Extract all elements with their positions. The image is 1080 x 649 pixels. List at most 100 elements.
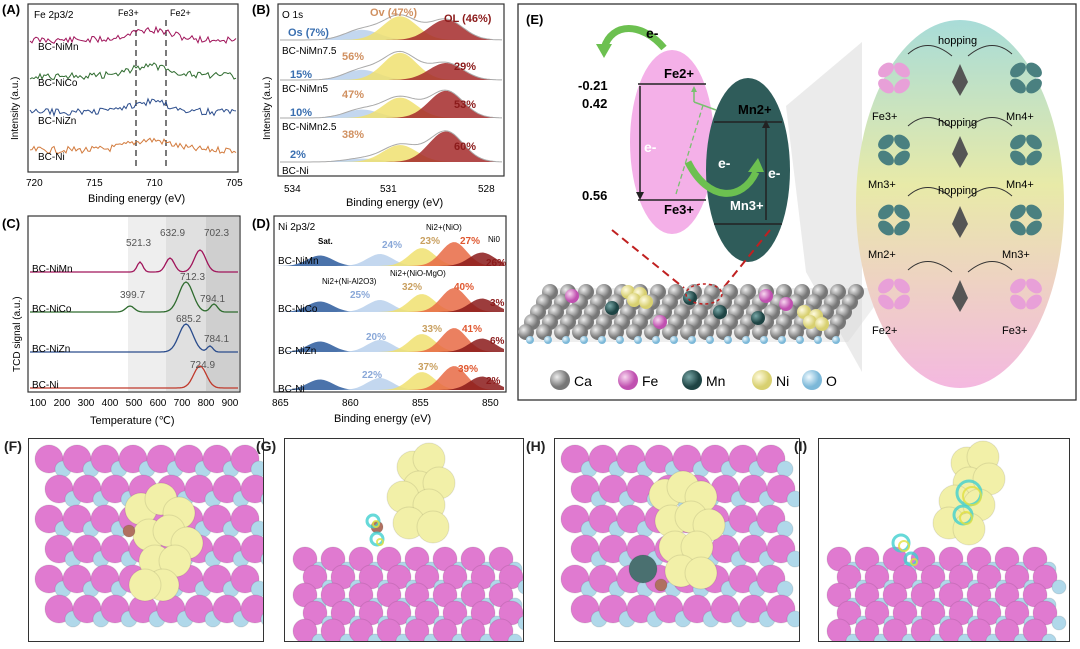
b-envelope-2 [280, 89, 503, 119]
slab-fe-atom [240, 474, 263, 504]
c-peak-1-1: 712.3 [180, 272, 205, 283]
b-peak-fit-0 [280, 16, 502, 40]
e-electron-0: e- [646, 25, 659, 41]
b-peak-fit-3 [280, 131, 502, 162]
c-xtick-6: 700 [174, 398, 191, 409]
charge-density-cyan [903, 551, 919, 567]
level-fe3: Fe3+ [664, 202, 694, 217]
d-row-d-0: 26% [486, 258, 506, 269]
charge-density-yellow [959, 511, 973, 525]
slab-o-atom [562, 336, 570, 344]
slab-o-atom [517, 615, 523, 631]
b-envelope-3 [280, 130, 503, 163]
charge-density-yellow [962, 486, 982, 506]
d-peak-fit-2-1 [276, 340, 504, 352]
e-electron-3: e- [768, 165, 781, 181]
orbital-left-icon [878, 134, 894, 150]
c-peak-1-0: 399.7 [120, 290, 145, 301]
orbital-right-icon [1026, 134, 1042, 150]
slab-o-atom [832, 336, 840, 344]
a-xlabel: Binding energy (eV) [88, 193, 185, 205]
panel-c-label: (C) [2, 216, 20, 231]
d-xtick-0: 865 [272, 398, 289, 409]
c-xtick-2: 300 [78, 398, 95, 409]
panel-c-tpr-curves [30, 249, 238, 389]
d-peak-fit-1-0 [276, 301, 504, 312]
d-peak-fit-1-4 [276, 298, 504, 312]
d-peak-fit-2-3 [276, 328, 504, 352]
orb-0-r: Mn4+ [1006, 111, 1034, 123]
c-xtick-0: 100 [30, 398, 47, 409]
oxygen-orbital-icon [952, 206, 968, 238]
d-row-a-1: 25% [350, 290, 370, 301]
panel-d-label: (D) [252, 216, 270, 231]
c-xlabel: Temperature (℃) [90, 415, 175, 427]
orbital-left-icon [878, 204, 894, 220]
panel-e: (E) e- e- e- e- -0.21 0.42 0.56 Fe2+ Fe3… [516, 2, 1078, 402]
panel-b-svg: (B) O 1s Os (7%) Ov (47%) OL (46%) BC-Ni… [252, 2, 505, 209]
a-spectrum-1 [29, 62, 237, 80]
c-xtick-5: 600 [150, 398, 167, 409]
orbital-right-icon [1026, 278, 1042, 294]
marker-fe2: Fe2+ [170, 8, 191, 18]
b-row-ov-2: 38% [342, 129, 364, 141]
b-legend-ol: OL (46%) [444, 13, 492, 25]
c-curve-0 [30, 249, 238, 273]
b-xtick-1: 531 [380, 184, 397, 195]
orbital-right-icon [1010, 62, 1026, 78]
d-row-a-0: 24% [382, 240, 402, 251]
b-row-os-0: 15% [290, 69, 312, 81]
slab-o-atom [778, 336, 786, 344]
charge-density-yellow [910, 558, 918, 566]
slab-o-atom [580, 336, 588, 344]
orbital-right-icon [1026, 220, 1042, 236]
panel-e-label: (E) [526, 12, 543, 27]
slab-fe-atom [432, 618, 458, 641]
d-annot-sat: Sat. [318, 237, 333, 246]
hopping-arrow-right [967, 187, 1013, 199]
legend-o: O [826, 373, 837, 389]
c-peak-0-0: 521.3 [126, 238, 151, 249]
slab-o-atom [786, 610, 799, 628]
slab-o-atom [1041, 633, 1057, 641]
b-row-name-3: BC-Ni [282, 166, 309, 177]
c-peak-2-0: 685.2 [176, 314, 201, 325]
b-envelope-0 [280, 14, 503, 41]
c-xticks: 100 200 300 400 500 600 700 800 900 [30, 398, 239, 409]
d-xtick-1: 860 [342, 398, 359, 409]
orbital-left-icon [894, 62, 910, 78]
slab-fe-atom [966, 618, 992, 641]
oxygen-orbital-icon [952, 136, 968, 168]
a-series-label-0: BC-NiMn [38, 42, 79, 53]
slab-o-atom [760, 336, 768, 344]
slab-o-atom [260, 612, 263, 626]
c-series-2: BC-NiZn [32, 344, 70, 355]
b-row-ol-0: 29% [454, 61, 476, 73]
slab-fe-atom [240, 594, 263, 624]
slab-o-atom [786, 550, 799, 568]
slab-o-atom [526, 336, 534, 344]
cluster-ni-atom [952, 512, 986, 546]
d-row-b-1: 32% [402, 282, 422, 293]
orb-1-r: Mn4+ [1006, 179, 1034, 191]
d-row-d-3: 2% [486, 376, 501, 387]
c-xtick-3: 400 [102, 398, 119, 409]
orbital-left-icon [894, 134, 910, 150]
slab-o-atom [517, 579, 523, 595]
orbital-hopping-diagram [878, 45, 1042, 312]
orb-0-l: Fe3+ [872, 111, 897, 123]
b-peak-fit-3 [280, 145, 502, 162]
b-xlabel: Binding energy (eV) [346, 197, 443, 209]
structure-f [34, 444, 263, 628]
energy-2: 0.56 [582, 188, 607, 203]
slab-o-atom [786, 490, 799, 508]
energy-0: -0.21 [578, 78, 608, 93]
d-peak-fit-1-3 [276, 288, 504, 312]
d-peak-fit-0-3 [276, 242, 504, 266]
hopping-arrow-left [907, 117, 953, 129]
d-peak-fit-1-1 [276, 300, 504, 312]
panel-d: (D) Ni 2p3/2 Sat. Ni2+(NiO) Ni0 Ni2+(Ni-… [250, 212, 515, 430]
panel-c: (C) BC-NiMn 521.3 632.9 702.3 BC-NiCo 39… [0, 212, 250, 430]
panel-e-svg: (E) e- e- e- e- -0.21 0.42 0.56 Fe2+ Fe3… [517, 3, 1077, 401]
slab-o-atom [1051, 579, 1067, 595]
